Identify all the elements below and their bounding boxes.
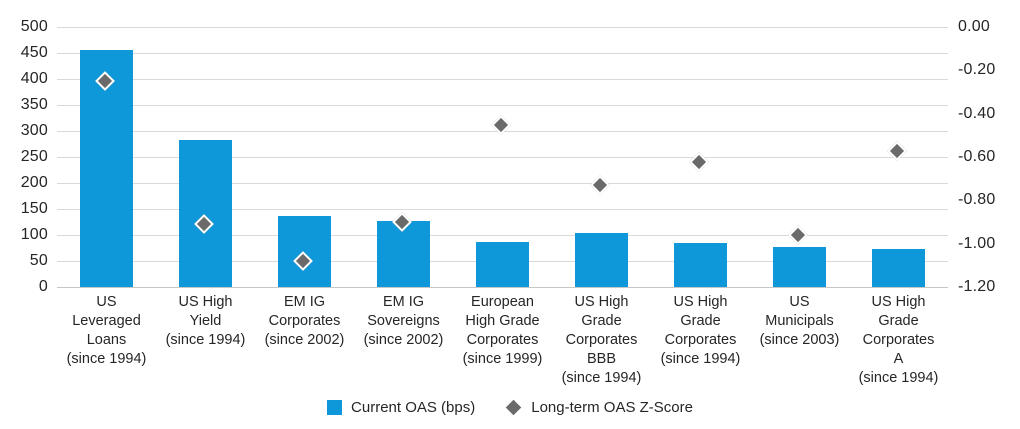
y-axis-tick-right: -0.20 <box>958 61 996 79</box>
y-axis-tick-left: 400 <box>20 70 48 87</box>
x-axis-category-label: US High Grade Corporates A (since 1994) <box>858 294 939 386</box>
x-axis-category-label: US High Yield (since 1994) <box>165 294 246 348</box>
x-axis-category-label: US High Grade Corporates (since 1994) <box>660 294 741 367</box>
legend-label: Long-term OAS Z-Score <box>531 399 693 416</box>
grid-line <box>57 53 948 54</box>
zscore-diamond-marker <box>688 151 709 172</box>
legend-square-icon <box>327 400 343 415</box>
y-axis-tick-left: 450 <box>20 44 48 61</box>
grid-line <box>57 105 948 106</box>
bar <box>674 243 727 287</box>
y-axis-tick-left: 200 <box>20 174 48 191</box>
x-axis-category-label: US Leveraged Loans (since 1994) <box>66 294 147 367</box>
y-axis-tick-left: 0 <box>38 278 48 295</box>
grid-line <box>57 27 948 28</box>
y-axis-tick-left: 350 <box>20 96 48 113</box>
x-axis-category-label: EM IG Sovereigns (since 2002) <box>363 294 444 348</box>
x-axis-category-label: EM IG Corporates (since 2002) <box>264 294 345 348</box>
legend-item: Current OAS (bps) <box>327 399 475 416</box>
y-axis-tick-left: 50 <box>29 252 48 269</box>
grid-line <box>57 157 948 158</box>
x-axis-line <box>57 287 948 288</box>
legend-item: Long-term OAS Z-Score <box>505 399 693 416</box>
x-axis-category-label: European High Grade Corporates (since 19… <box>462 294 543 367</box>
y-axis-tick-right: 0.00 <box>958 18 990 35</box>
grid-line <box>57 183 948 184</box>
zscore-diamond-marker <box>787 225 808 246</box>
y-axis-tick-left: 150 <box>20 200 48 217</box>
grid-line <box>57 235 948 236</box>
legend-label: Current OAS (bps) <box>351 399 476 416</box>
grid-line <box>57 79 948 80</box>
bar <box>476 241 529 287</box>
y-axis-tick-left: 100 <box>20 226 48 243</box>
legend: Current OAS (bps) Long-term OAS Z-Score <box>0 399 1020 416</box>
grid-line <box>57 209 948 210</box>
y-axis-tick-right: -0.60 <box>958 148 996 165</box>
y-axis-tick-right: -1.00 <box>958 234 996 252</box>
bar <box>377 220 430 287</box>
bar <box>575 232 628 287</box>
y-axis-tick-right: -0.80 <box>958 191 996 209</box>
x-axis-category-label: US High Grade Corporates BBB (since 1994… <box>561 294 642 386</box>
legend-diamond-icon <box>505 399 522 416</box>
y-axis-tick-left: 250 <box>20 148 48 165</box>
y-axis-tick-right: -0.40 <box>958 104 996 122</box>
bar <box>872 248 925 287</box>
bar <box>80 50 133 287</box>
y-axis-tick-right: -1.20 <box>958 278 996 295</box>
y-axis-tick-left: 300 <box>20 122 48 139</box>
bar <box>179 139 232 287</box>
x-axis-category-label: US Municipals (since 2003) <box>759 294 840 348</box>
plot-area <box>57 27 948 288</box>
bar <box>773 246 826 287</box>
y-axis-tick-left: 500 <box>20 18 48 35</box>
zscore-diamond-marker <box>589 175 610 196</box>
